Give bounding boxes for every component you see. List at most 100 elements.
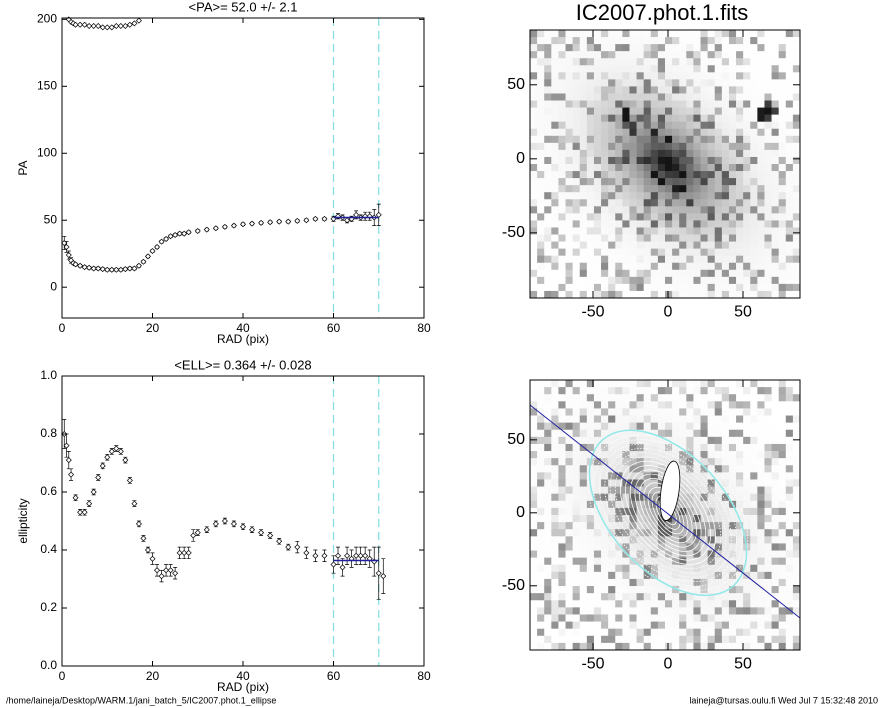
pixel xyxy=(530,206,538,214)
pixel xyxy=(757,213,765,221)
data-point xyxy=(312,552,319,559)
pixel xyxy=(579,486,588,494)
pixel xyxy=(771,401,779,409)
pixel xyxy=(743,100,751,108)
pixel xyxy=(586,114,595,122)
pixel xyxy=(657,283,666,292)
pixel xyxy=(757,51,765,59)
pixel xyxy=(665,529,673,537)
pixel xyxy=(657,262,666,271)
pixel xyxy=(572,429,581,438)
pixel xyxy=(636,571,644,580)
pixel xyxy=(750,192,758,200)
pixel xyxy=(636,628,644,637)
pixel xyxy=(693,93,701,101)
pixel xyxy=(537,192,545,200)
pixel xyxy=(551,628,559,637)
pixel xyxy=(622,593,630,601)
pixel xyxy=(615,121,623,130)
pixel xyxy=(771,529,779,537)
pixel xyxy=(771,564,779,573)
pixel xyxy=(743,465,751,473)
data-point xyxy=(303,217,310,224)
pixel xyxy=(686,290,694,299)
pixel xyxy=(558,30,566,38)
pixel xyxy=(558,206,566,214)
pixel xyxy=(679,135,687,144)
pixel xyxy=(785,171,794,179)
pixel xyxy=(643,142,652,151)
pixel xyxy=(686,394,694,402)
pixel xyxy=(608,486,616,494)
pixel xyxy=(665,58,673,66)
pixel xyxy=(714,465,723,473)
pixel xyxy=(593,465,602,473)
pixel xyxy=(707,114,716,122)
pixel xyxy=(672,142,680,151)
pixel xyxy=(565,557,573,566)
pixel xyxy=(736,628,744,637)
pixel xyxy=(686,557,694,566)
pixel xyxy=(601,51,609,59)
pixel xyxy=(537,408,545,416)
pixel xyxy=(593,408,602,416)
pixel xyxy=(757,44,765,52)
pixel xyxy=(757,564,765,573)
pixel xyxy=(778,614,787,622)
pixel xyxy=(707,607,716,615)
pixel xyxy=(743,227,751,235)
pixel xyxy=(537,199,545,207)
pixel xyxy=(601,255,609,264)
pixel xyxy=(657,100,666,108)
pixel xyxy=(665,227,673,235)
pixel xyxy=(736,642,744,651)
pixel xyxy=(778,557,787,566)
pixel xyxy=(693,44,701,52)
pixel xyxy=(778,142,787,151)
pixel xyxy=(551,178,559,186)
pixel xyxy=(750,93,758,101)
pixel xyxy=(643,37,652,45)
pixel xyxy=(544,557,552,566)
pixel xyxy=(693,586,701,594)
pixel xyxy=(593,642,602,651)
pixel xyxy=(672,621,680,629)
pixel xyxy=(650,234,659,242)
pixel xyxy=(579,451,588,459)
pixel xyxy=(650,571,659,580)
pixel xyxy=(615,262,623,271)
pixel xyxy=(721,479,730,487)
pixel xyxy=(764,621,772,629)
pixel xyxy=(530,241,538,249)
pixel xyxy=(636,607,644,615)
pixel xyxy=(551,529,559,537)
pixel xyxy=(636,192,644,200)
pixel xyxy=(665,283,673,292)
pixel xyxy=(700,241,708,249)
pixel xyxy=(771,628,779,637)
pixel xyxy=(586,472,595,480)
pixel xyxy=(672,65,680,73)
pixel xyxy=(728,628,737,637)
y-tick-label: 50 xyxy=(507,76,525,93)
pixel xyxy=(714,536,723,544)
pixel xyxy=(572,486,581,494)
data-point xyxy=(285,544,292,551)
pixel xyxy=(792,135,801,144)
pixel xyxy=(764,220,772,228)
pixel xyxy=(558,621,566,629)
y-tick-label: 0.6 xyxy=(40,484,57,498)
pixel xyxy=(650,164,659,172)
pixel xyxy=(593,156,602,165)
pixel xyxy=(572,557,581,566)
pixel xyxy=(721,121,730,130)
pixel xyxy=(636,142,644,151)
pixel xyxy=(743,37,751,45)
pixel xyxy=(771,262,779,271)
pixel xyxy=(601,58,609,66)
pixel xyxy=(530,72,538,80)
pixel xyxy=(679,536,687,544)
pixel xyxy=(728,635,737,644)
pixel xyxy=(750,422,758,431)
pixel xyxy=(537,171,545,179)
